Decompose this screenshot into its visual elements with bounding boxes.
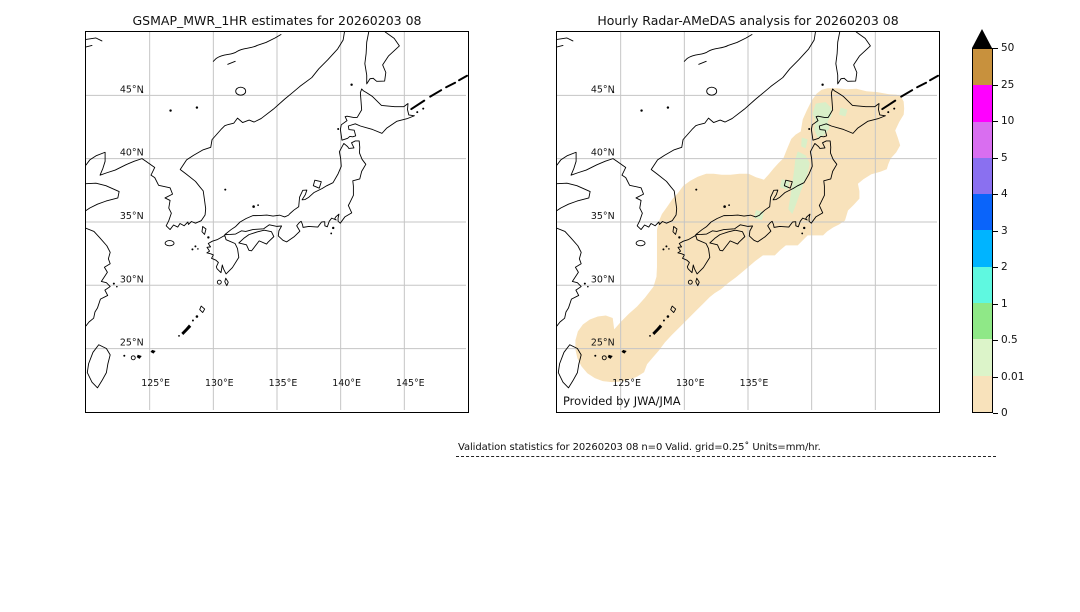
colorbar-segment [973, 85, 992, 122]
lat-tick: 30°N [120, 274, 144, 285]
gsmap-map-panel: 45°N 40°N 35°N 30°N 25°N 125°E 130°E 135… [85, 31, 469, 413]
lon-tick: 135°E [269, 378, 298, 389]
left-map-axis-labels: 45°N 40°N 35°N 30°N 25°N 125°E 130°E 135… [120, 84, 425, 389]
colorbar-tick-label: 5 [1001, 151, 1008, 164]
colorbar-tick-label: 4 [1001, 188, 1008, 200]
colorbar-segment [973, 230, 992, 267]
lat-tick: 25°N [591, 338, 615, 349]
colorbar-tick-label: 50 [1001, 42, 1015, 54]
lat-tick: 40°N [120, 148, 144, 159]
lat-tick: 35°N [591, 211, 615, 222]
lat-tick: 45°N [591, 84, 615, 95]
lat-tick: 40°N [591, 148, 615, 159]
lat-tick: 25°N [120, 338, 144, 349]
colorbar-tick-label: 0.01 [1001, 370, 1025, 383]
colorbar-segment [973, 375, 992, 412]
lon-tick: 135°E [740, 378, 769, 389]
colorbar-segment [973, 49, 992, 86]
radar-precip-shading [575, 88, 905, 383]
colorbar-segment [973, 303, 992, 340]
lon-tick: 125°E [141, 378, 170, 389]
colorbar-tick-label: 0.5 [1001, 334, 1018, 346]
right-map-title: Hourly Radar-AMeDAS analysis for 2026020… [597, 13, 899, 28]
data-credit: Provided by JWA/JMA [563, 394, 681, 408]
colorbar-segment [973, 157, 992, 195]
colorbar-tick-label: 1 [1001, 297, 1008, 310]
lon-tick: 130°E [205, 378, 234, 389]
lon-tick: 125°E [612, 378, 641, 389]
colorbar-segment [973, 194, 992, 231]
colorbar-tick-label: 2 [1001, 261, 1008, 273]
radar-map-canvas: 45°N 40°N 35°N 30°N 25°N 125°E 130°E 135… [557, 32, 939, 411]
colorbar-tick-label: 10 [1001, 115, 1015, 127]
radar-amedas-map-panel: 45°N 40°N 35°N 30°N 25°N 125°E 130°E 135… [556, 31, 940, 413]
lon-tick: 145°E [396, 378, 425, 389]
colorbar-segment [973, 339, 992, 376]
colorbar-tick-label: 0 [1001, 407, 1008, 419]
precip-area-lowest-bin [575, 88, 905, 383]
lat-tick: 45°N [120, 84, 144, 95]
dashed-rule [456, 456, 996, 457]
colorbar-tick-label: 3 [1001, 224, 1008, 237]
validation-statistics-caption: Validation statistics for 20260203 08 n=… [458, 442, 821, 453]
colorbar-overflow-triangle [972, 29, 992, 48]
lon-tick: 130°E [676, 378, 705, 389]
lat-tick: 30°N [591, 274, 615, 285]
colorbar-segment [973, 266, 992, 304]
left-map-title: GSMAP_MWR_1HR estimates for 20260203 08 [132, 13, 422, 28]
gsmap-map-canvas: 45°N 40°N 35°N 30°N 25°N 125°E 130°E 135… [86, 32, 468, 411]
precip-colorbar [972, 48, 993, 413]
colorbar-segment [973, 121, 992, 158]
lat-tick: 35°N [120, 211, 144, 222]
right-map-axis-labels: 45°N 40°N 35°N 30°N 25°N 125°E 130°E 135… [591, 84, 768, 389]
lon-tick: 140°E [332, 378, 361, 389]
colorbar-tick-label: 25 [1001, 78, 1015, 91]
